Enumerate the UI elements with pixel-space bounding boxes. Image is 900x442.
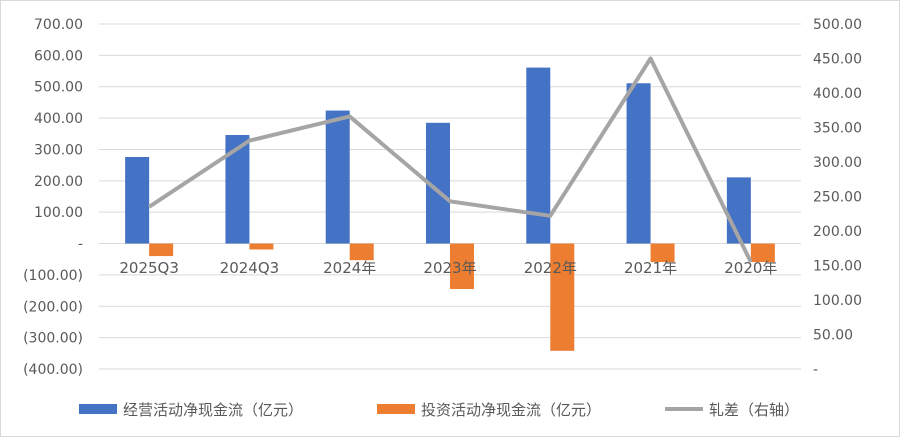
left-tick-label: 500.00 <box>34 80 83 96</box>
left-tick-label: 600.00 <box>34 48 83 64</box>
legend-label: 轧差（右轴） <box>709 401 799 419</box>
legend-label: 经营活动净现金流（亿元） <box>123 401 303 419</box>
bar-investing <box>249 244 273 250</box>
x-tick-label: 2024Q3 <box>220 259 280 277</box>
bar-investing <box>350 244 374 261</box>
left-tick-label: (100.00) <box>23 268 83 284</box>
right-tick-label: 200.00 <box>813 224 862 240</box>
x-tick-label: 2023年 <box>423 259 476 277</box>
right-tick-label: 150.00 <box>813 259 862 275</box>
right-tick-label: 400.00 <box>813 86 862 102</box>
left-tick-label: 700.00 <box>34 17 83 33</box>
x-tick-label: 2024年 <box>323 259 376 277</box>
legend-swatch <box>79 404 117 414</box>
x-tick-label: 2021年 <box>624 259 677 277</box>
bar-operating <box>125 157 149 244</box>
left-tick-label: 400.00 <box>34 111 83 127</box>
left-tick-label: 200.00 <box>34 174 83 190</box>
left-tick-label: 300.00 <box>34 142 83 158</box>
bar-operating <box>627 83 651 243</box>
left-tick-label: (300.00) <box>23 331 83 347</box>
right-tick-label: 350.00 <box>813 121 862 137</box>
right-tick-label: 450.00 <box>813 52 862 68</box>
legend-swatch <box>377 404 415 414</box>
right-tick-label: 50.00 <box>813 328 853 344</box>
left-tick-label: 100.00 <box>34 205 83 221</box>
left-tick-label: (400.00) <box>23 362 83 378</box>
bar-investing <box>149 244 173 257</box>
right-tick-label: - <box>813 362 818 378</box>
legend-label: 投资活动净现金流（亿元） <box>421 401 601 419</box>
bar-operating <box>225 135 249 244</box>
left-tick-label: - <box>78 237 83 253</box>
right-tick-label: 500.00 <box>813 17 862 33</box>
x-tick-label: 2025Q3 <box>119 259 179 277</box>
x-tick-label: 2022年 <box>524 259 577 277</box>
right-tick-label: 250.00 <box>813 190 862 206</box>
left-tick-label: (200.00) <box>23 299 83 315</box>
right-tick-label: 100.00 <box>813 293 862 309</box>
right-tick-label: 300.00 <box>813 155 862 171</box>
bar-operating <box>326 111 350 244</box>
